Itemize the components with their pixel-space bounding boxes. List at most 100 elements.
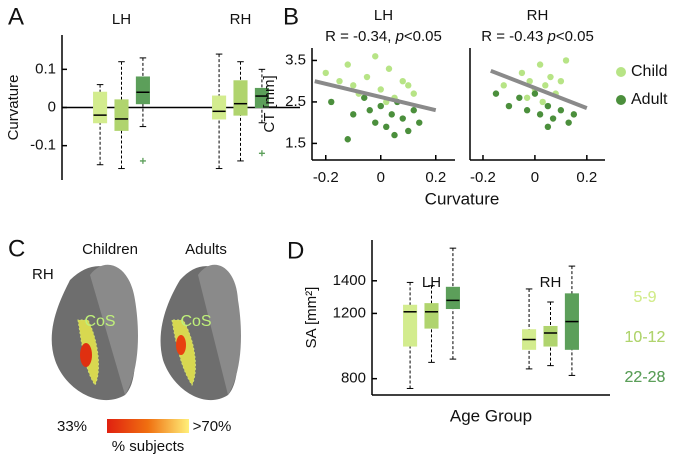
point — [557, 107, 565, 114]
fit-line — [314, 79, 437, 113]
brain-surface — [198, 264, 241, 395]
stat-text: R = -0.43 — [481, 28, 547, 45]
point — [570, 111, 578, 118]
y-tick-label: 1.5 — [285, 134, 306, 151]
x-tick-label: 0 — [531, 169, 539, 186]
box — [114, 99, 129, 131]
panel-letter: C — [8, 235, 25, 262]
x-tick-label: -0.2 — [470, 169, 496, 186]
box — [233, 80, 248, 116]
point — [377, 102, 384, 110]
legend-label: 10-12 — [625, 329, 666, 346]
point — [391, 131, 398, 139]
box — [543, 325, 558, 347]
point — [547, 73, 554, 81]
point — [531, 90, 539, 97]
x-tick-label: 0.2 — [576, 169, 597, 186]
point — [350, 111, 357, 118]
point — [536, 61, 544, 68]
point — [388, 111, 395, 118]
panel-letter: D — [287, 237, 304, 264]
y-axis-label: CT [mm] — [261, 75, 278, 132]
group-label: RH — [540, 274, 562, 291]
point — [416, 119, 423, 126]
point — [544, 123, 552, 131]
stat-text: R = -0.34, — [325, 28, 395, 45]
panel-letter: A — [8, 3, 24, 30]
point — [385, 65, 393, 72]
p-text: <0.05 — [556, 28, 594, 45]
colorbar-max: >70% — [193, 418, 232, 435]
x-axis-label: Curvature — [425, 189, 500, 208]
box — [254, 87, 269, 108]
point — [350, 82, 357, 89]
x-tick-label: -0.2 — [313, 169, 339, 186]
group-label: RH — [527, 7, 549, 24]
y-tick-label: -0.1 — [30, 137, 56, 154]
legend-label: 10-12 — [625, 329, 666, 346]
point — [328, 98, 335, 106]
point — [565, 119, 572, 126]
point — [523, 94, 531, 101]
box — [445, 286, 460, 310]
region-label: CoS — [180, 313, 211, 330]
fit-line — [490, 68, 588, 111]
point — [536, 111, 544, 118]
point — [516, 94, 523, 101]
y-tick-label: 800 — [341, 370, 366, 387]
p-symbol: p — [395, 28, 404, 45]
point — [372, 53, 379, 60]
point — [562, 57, 570, 64]
group-label: Adults — [185, 241, 227, 258]
outlier — [139, 157, 146, 164]
legend-label: 22-28 — [625, 369, 666, 386]
colorbar — [107, 419, 189, 433]
point — [492, 90, 500, 97]
p-text: <0.05 — [404, 28, 442, 45]
brain-panel: RH Children Adults CoS CoS 33% >70% % su… — [32, 241, 241, 455]
point — [399, 115, 406, 122]
legend-swatch — [616, 67, 626, 77]
point — [557, 77, 565, 85]
group-label: LH — [374, 7, 393, 24]
point — [336, 77, 343, 85]
x-axis-label: Age Group — [450, 406, 532, 425]
point — [542, 82, 549, 89]
stat-label: R = -0.34, p<0.05 — [325, 28, 442, 45]
group-label: LH — [422, 274, 441, 291]
region-label: CoS — [84, 313, 115, 330]
brain-heat — [176, 335, 186, 355]
point — [377, 86, 384, 93]
group-label: RH — [230, 11, 252, 28]
colorbar-min: 33% — [57, 418, 87, 435]
point — [344, 136, 351, 143]
point — [410, 107, 417, 114]
point — [500, 82, 507, 89]
point — [526, 77, 533, 85]
y-tick-label: 1200 — [333, 304, 366, 321]
point — [518, 69, 526, 77]
legend-label: 5-9 — [633, 289, 656, 306]
point — [523, 107, 531, 114]
point — [405, 127, 412, 135]
box — [93, 91, 108, 124]
p-symbol: p — [546, 28, 555, 45]
hemisphere-label: RH — [32, 266, 54, 283]
box — [212, 95, 227, 120]
box — [403, 304, 418, 347]
panel-letter: B — [283, 3, 299, 30]
y-axis-label: Curvature — [5, 75, 22, 141]
box — [424, 303, 439, 329]
x-tick-label: 0.2 — [425, 169, 446, 186]
group-label: Children — [82, 241, 138, 258]
group-label: LH — [112, 11, 131, 28]
y-tick-label: 0.1 — [35, 60, 56, 77]
point — [366, 107, 373, 114]
point — [405, 82, 412, 89]
point — [383, 123, 390, 131]
colorbar-label: % subjects — [112, 438, 185, 455]
y-tick-label: 3.5 — [285, 51, 306, 68]
point — [361, 94, 368, 101]
point — [322, 69, 329, 77]
